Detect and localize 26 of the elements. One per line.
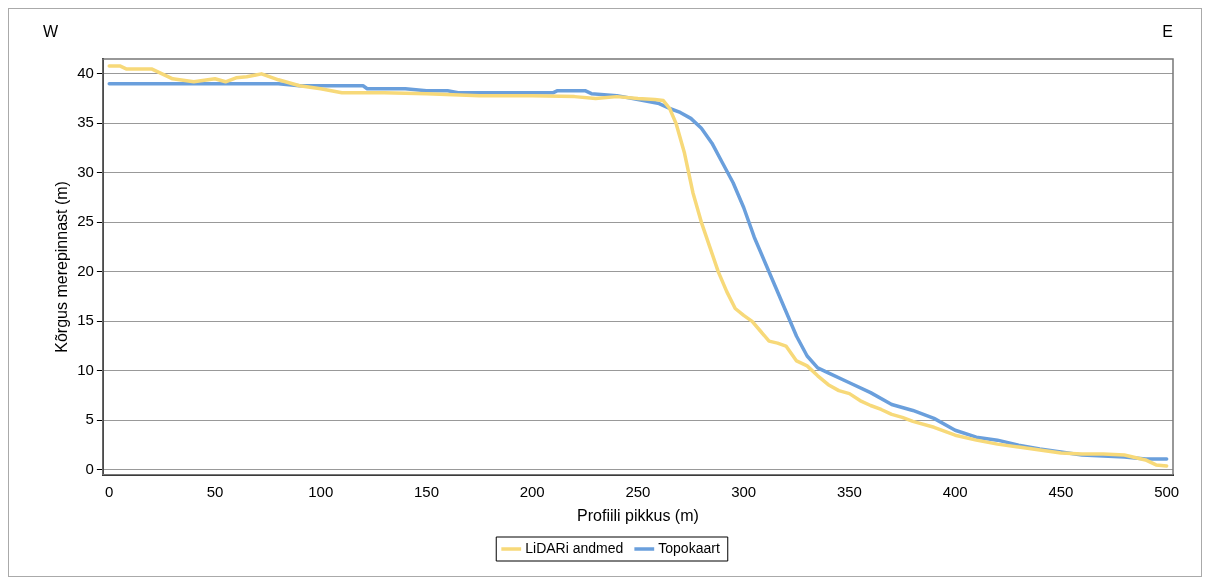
text: W	[42, 23, 59, 41]
x-tick-label: 100	[308, 482, 334, 500]
y-tick-label: 5	[85, 410, 94, 428]
y-tick-label: 10	[77, 360, 94, 378]
x-tick-label: 350	[836, 482, 862, 500]
x-tick-label: 400	[942, 482, 968, 500]
y-tick-label: 20	[77, 261, 94, 279]
legend-label: Topokaart	[658, 539, 720, 556]
x-tick-label: 150	[413, 482, 439, 500]
x-tick-label: 200	[519, 482, 545, 500]
x-tick-label: 450	[1048, 482, 1074, 500]
y-tick-label: 0	[85, 459, 94, 477]
y-axis-title: Kõrgus merepinnast (m)	[53, 181, 71, 353]
x-tick-label: 250	[625, 482, 651, 500]
x-tick-label: 0	[105, 482, 114, 500]
x-tick-label: 500	[1154, 482, 1180, 500]
x-tick-label: 50	[206, 482, 224, 500]
x-axis-title: Profiili pikkus (m)	[577, 506, 699, 524]
y-tick-label: 15	[77, 311, 94, 329]
y-tick-label: 25	[77, 212, 94, 230]
text: E	[1162, 23, 1173, 41]
y-tick-label: 40	[77, 63, 94, 81]
y-tick-label: 30	[77, 162, 94, 180]
legend-label: LiDARi andmed	[525, 539, 624, 556]
x-tick-label: 300	[731, 482, 757, 500]
y-tick-label: 35	[77, 113, 94, 131]
